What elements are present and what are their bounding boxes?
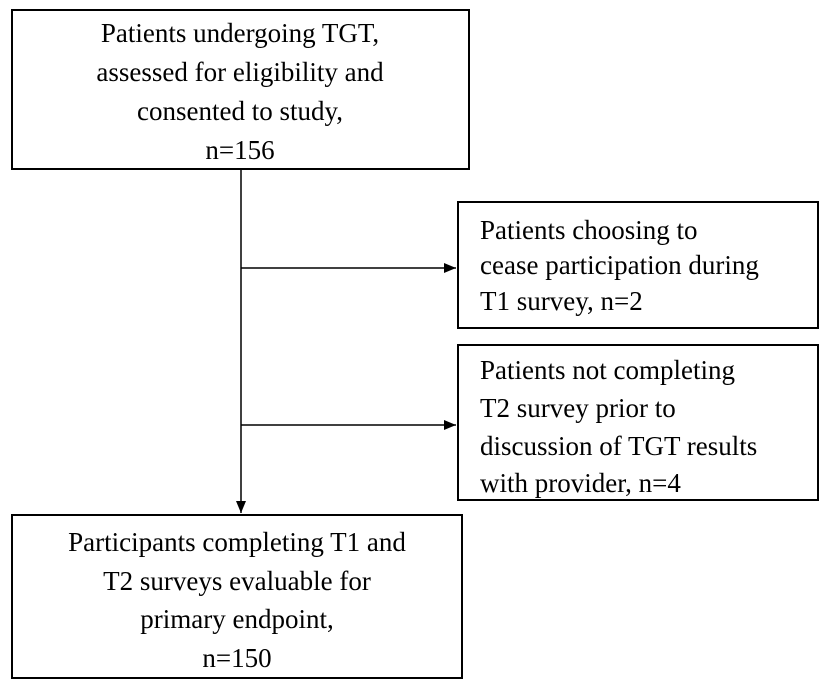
node-text: primary endpoint,	[140, 604, 333, 634]
node-text: Participants completing T1 and	[68, 527, 406, 557]
node-text: T1 survey, n=2	[480, 286, 643, 316]
node-text: with provider, n=4	[480, 468, 681, 498]
node-text: Patients undergoing TGT,	[101, 18, 379, 48]
node-text: T2 surveys evaluable for	[103, 566, 371, 596]
node-text: Patients not completing	[480, 355, 735, 385]
box-enrolled	[11, 9, 470, 170]
node-text: T2 survey prior to	[480, 393, 676, 423]
node-text: n=150	[202, 643, 271, 673]
node-text: assessed for eligibility and	[96, 57, 384, 87]
box-not-completed	[457, 344, 819, 501]
box-ceased	[457, 201, 819, 329]
node-text: Patients choosing to	[480, 215, 698, 245]
box-evaluable	[11, 514, 463, 679]
node-text: n=156	[205, 135, 274, 165]
node-text: cease participation during	[480, 250, 759, 280]
node-text: discussion of TGT results	[480, 431, 757, 461]
node-text: consented to study,	[137, 96, 343, 126]
texts: Patients undergoing TGT, assessed for eli…	[68, 18, 759, 673]
